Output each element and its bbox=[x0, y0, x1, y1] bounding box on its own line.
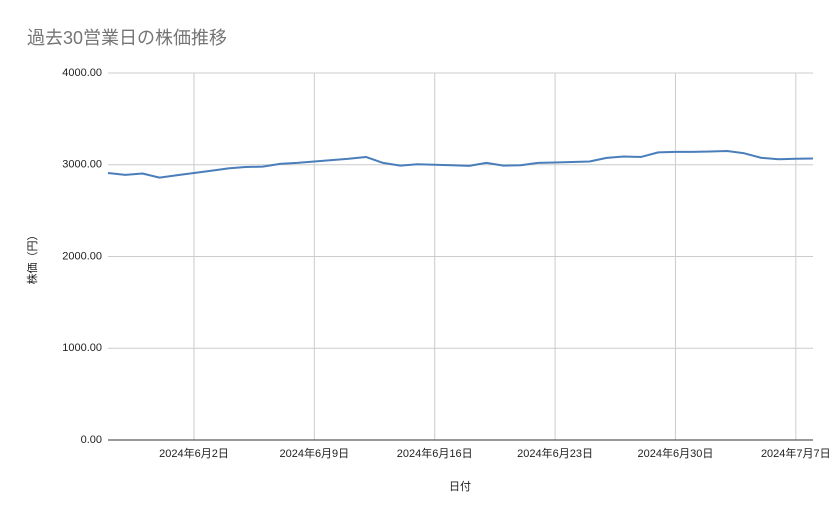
y-tick-label: 2000.00 bbox=[62, 250, 102, 262]
chart-title: 過去30営業日の株価推移 bbox=[27, 28, 227, 48]
x-tick-label: 2024年6月2日 bbox=[159, 446, 229, 460]
x-tick-label: 2024年6月23日 bbox=[517, 446, 593, 460]
y-tick-label: 4000.00 bbox=[62, 67, 102, 79]
price-line bbox=[107, 149, 814, 179]
y-tick-label: 1000.00 bbox=[62, 342, 102, 354]
y-tick-label: 0.00 bbox=[81, 434, 102, 446]
x-axis-label: 日付 bbox=[449, 480, 471, 493]
x-tick-label: 2024年6月9日 bbox=[279, 446, 349, 460]
x-tick-label: 2024年6月30日 bbox=[638, 446, 714, 460]
y-tick-label: 3000.00 bbox=[62, 159, 102, 171]
y-axis-label: 株価（円） bbox=[25, 230, 39, 285]
x-tick-label: 2024年6月16日 bbox=[397, 446, 473, 460]
x-tick-label: 2024年7月7日 bbox=[761, 446, 831, 460]
